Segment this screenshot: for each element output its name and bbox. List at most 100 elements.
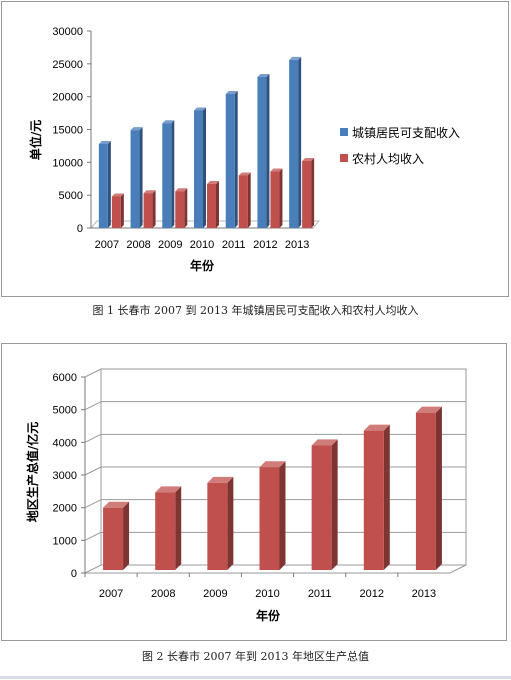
chart-1-frame (1, 1, 509, 297)
bar-top (238, 172, 251, 176)
y-tick-label: 5000 (53, 405, 77, 417)
bar-top (415, 406, 442, 413)
income-chart: 0 5000 10000 15000 20000 25000 30000 2007 2008 20… (28, 26, 460, 273)
x-axis-title: 年份 (190, 258, 215, 273)
bar-front (130, 130, 140, 228)
y-tick-label: 30000 (52, 26, 83, 38)
bar-side (203, 107, 206, 228)
bar-front (194, 110, 203, 228)
bar-side (247, 172, 251, 228)
x-tick-label: 2012 (253, 239, 277, 251)
bar-side (175, 486, 182, 570)
x-tick-label: 2007 (95, 239, 119, 251)
x-tick-label: 2008 (151, 588, 175, 600)
bar-side (435, 406, 442, 570)
bar-side (383, 424, 390, 570)
bar-rural-income (270, 168, 283, 228)
y-tick-label: 3000 (53, 470, 77, 482)
bar-rural-income (302, 158, 315, 228)
gdp-chart: 0 1000 2000 3000 4000 5000 6000 2007 2008 2009 201… (25, 368, 467, 623)
page-bottom-rule (0, 676, 511, 679)
gridline-depth (84, 433, 102, 443)
legend-swatch-urban (340, 128, 348, 136)
bar-front (311, 445, 332, 570)
bar-gdp (363, 424, 390, 570)
gridline-depth (84, 368, 102, 378)
bar-front (207, 184, 216, 228)
figure-1-caption: 图 1 长春市 2007 到 2013 年城镇居民可支配收入和农村人均收入 (92, 304, 419, 317)
bar-front (238, 175, 248, 228)
bar-top (207, 181, 219, 185)
x-tick-label: 2012 (360, 588, 384, 600)
bar-top (302, 158, 315, 162)
y-tick-label: 20000 (52, 92, 83, 104)
bar-gdp (155, 486, 182, 570)
bar-top (225, 91, 238, 95)
bar-front (103, 507, 124, 570)
y-axis-title: 地区生产总值/亿元 (25, 422, 40, 522)
bar-front (162, 123, 172, 228)
bar-side (107, 140, 111, 228)
bar-side (279, 461, 286, 570)
bar-rural-income (175, 188, 188, 228)
bar-front (225, 94, 235, 228)
bar-top (257, 73, 270, 77)
x-tick-label: 2010 (190, 239, 214, 251)
bar-top (143, 190, 156, 194)
y-axis-title: 单位/元 (28, 120, 43, 160)
bar-front (111, 196, 121, 228)
bar-urban-income (98, 140, 111, 228)
chart-2-floor (84, 564, 467, 574)
bar-front (363, 430, 384, 570)
bar-side (331, 439, 338, 570)
bar-urban-income (194, 107, 206, 228)
y-tick-label: 5000 (59, 190, 83, 202)
bar-side (216, 181, 219, 228)
bar-urban-income (289, 56, 302, 228)
x-tick-label: 2010 (255, 588, 279, 600)
x-tick-label: 2013 (412, 588, 436, 600)
bar-side (123, 501, 130, 570)
bar-top (130, 127, 143, 131)
x-tick-label: 2007 (99, 588, 123, 600)
bar-top (111, 193, 124, 197)
bar-gdp (207, 476, 234, 570)
bar-gdp (415, 406, 442, 570)
y-tick-label: 0 (77, 223, 83, 235)
bar-top (363, 424, 390, 431)
bar-top (162, 120, 175, 124)
bar-urban-income (225, 91, 238, 228)
bar-front (270, 171, 280, 228)
bar-front (259, 467, 280, 570)
legend-swatch-rural (340, 154, 348, 162)
bar-urban-income (130, 127, 143, 228)
bar-top (98, 140, 111, 144)
bar-side (266, 73, 270, 228)
x-tick-label: 2011 (308, 588, 332, 600)
legend-label-urban: 城镇居民可支配收入 (352, 126, 460, 140)
bar-side (171, 120, 175, 228)
gridline-depth (84, 466, 102, 476)
bar-side (234, 91, 238, 228)
bar-urban-income (257, 73, 270, 228)
bar-front (289, 59, 299, 228)
bar-front (207, 482, 228, 570)
bar-top (155, 486, 182, 493)
y-tick-label: 2000 (53, 503, 77, 515)
x-tick-label: 2011 (222, 239, 246, 251)
bar-front (98, 143, 108, 228)
bar-top (289, 56, 302, 60)
bar-side (298, 56, 302, 228)
bar-top (103, 501, 130, 508)
figure-2-caption: 图 2 长春市 2007 年到 2013 年地区生产总值 (142, 650, 369, 663)
y-tick-label: 6000 (53, 372, 77, 384)
x-tick-label: 2013 (285, 239, 309, 251)
gridline-depth (84, 499, 102, 509)
gridline-depth (84, 531, 102, 541)
bar-top (259, 461, 286, 468)
bar-gdp (259, 461, 286, 570)
bar-rural-income (238, 172, 251, 228)
bar-gdp (103, 501, 130, 570)
bar-side (279, 168, 283, 228)
bar-side (139, 127, 143, 228)
